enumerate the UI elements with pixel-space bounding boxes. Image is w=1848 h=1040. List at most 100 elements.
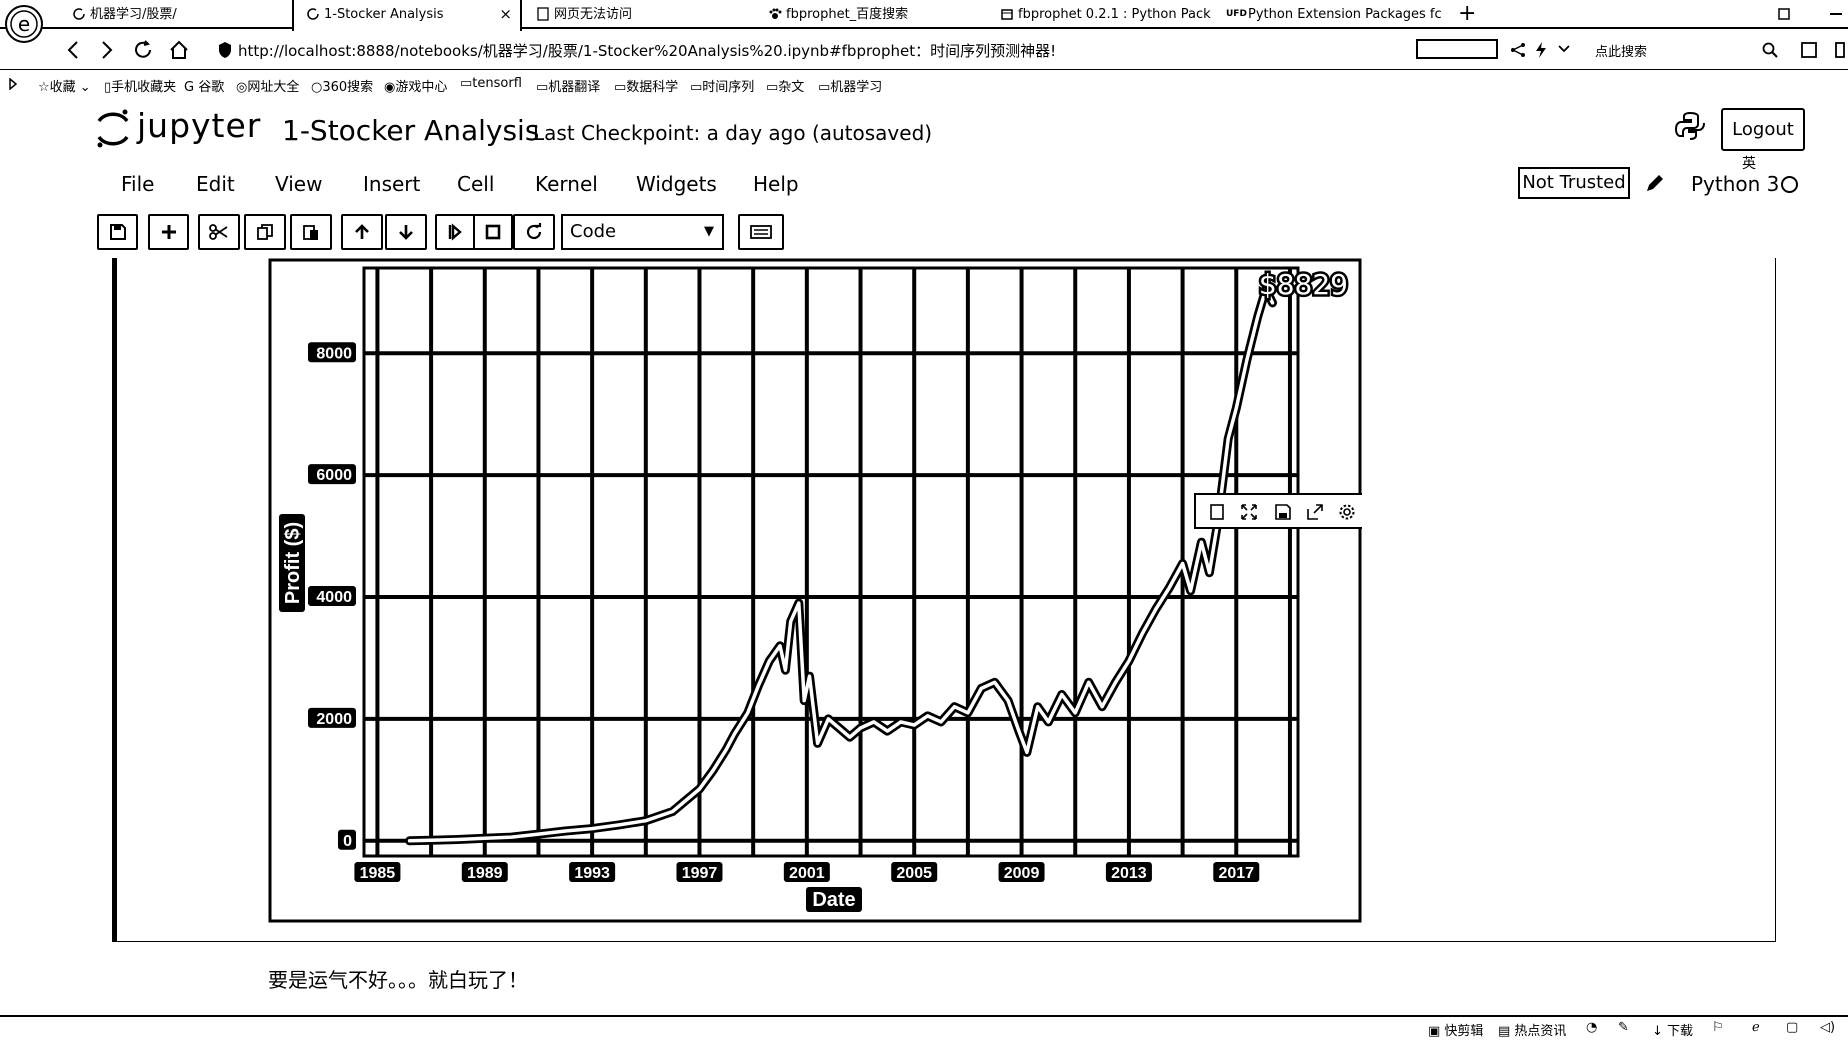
cell-type-select[interactable]: Code ▼	[561, 214, 724, 250]
minimize-icon[interactable]	[1830, 13, 1842, 15]
folder-icon: ▭	[766, 80, 779, 95]
search-box[interactable]: 点此搜索	[1595, 45, 1648, 60]
arrow-up-icon	[355, 224, 369, 239]
tab-ml-stocks[interactable]: 机器学习/股票/	[60, 0, 290, 29]
tab-python-extension-packages[interactable]: UFD Python Extension Packages fc	[1220, 0, 1450, 29]
menu-cell[interactable]: Cell	[457, 172, 495, 196]
bookmark-360[interactable]: ○360搜索	[311, 80, 374, 95]
x-tick-label: 2009	[1004, 865, 1040, 882]
close-tab-icon[interactable]: ×	[499, 5, 512, 23]
save-button[interactable]	[97, 214, 138, 250]
x-tick-label: 2001	[789, 865, 825, 882]
logout-button[interactable]: Logout	[1721, 108, 1805, 151]
interrupt-button[interactable]	[473, 214, 513, 250]
home-icon[interactable]	[168, 39, 190, 61]
quick-clip-button[interactable]: ▣ 快剪辑	[1428, 1024, 1484, 1039]
menu-insert[interactable]: Insert	[363, 172, 421, 196]
volume-icon[interactable]: ◁)	[1820, 1020, 1836, 1035]
cut-button[interactable]	[198, 214, 240, 250]
tab-page-unavailable[interactable]: 网页无法访问	[524, 0, 754, 29]
save-icon[interactable]	[1274, 503, 1292, 521]
paste-button[interactable]	[290, 214, 332, 250]
bookmark-mobile[interactable]: ▯手机收藏夹	[104, 80, 177, 95]
tab-fbprophet-baidu[interactable]: fbprophet_百度搜索	[756, 0, 986, 29]
folder-icon: ▭	[690, 80, 703, 95]
bookmark-tensorflow[interactable]: ▭tensorfl	[460, 76, 522, 91]
phone-icon: ▯	[104, 80, 112, 95]
news-icon: ▤	[1498, 1024, 1515, 1039]
search-icon[interactable]	[1762, 42, 1778, 58]
command-palette-button[interactable]	[738, 214, 784, 250]
bookmark-google[interactable]: G 谷歌	[184, 80, 225, 95]
extension-ime-icon[interactable]: 英	[1742, 156, 1756, 172]
restart-button[interactable]	[513, 214, 555, 250]
browser-logo-icon[interactable]: e	[4, 4, 44, 44]
restore-tab-icon[interactable]	[1776, 6, 1792, 22]
settings-icon[interactable]	[1338, 503, 1356, 521]
bookmark-games[interactable]: ◉游戏中心	[384, 80, 448, 95]
tab-stocker-analysis[interactable]: 1-Stocker Analysis ×	[292, 0, 522, 31]
expand-icon[interactable]	[8, 78, 18, 90]
lightning-icon[interactable]	[1534, 41, 1548, 59]
forward-icon[interactable]	[100, 40, 114, 60]
x-tick-label-bg	[676, 862, 723, 882]
menu-widgets[interactable]: Widgets	[636, 172, 717, 196]
new-tab-icon[interactable]: +	[1458, 1, 1477, 26]
back-icon[interactable]	[66, 40, 80, 60]
sidebar-toggle-icon[interactable]	[1834, 41, 1846, 59]
stop-icon	[485, 224, 501, 240]
copy-button[interactable]	[244, 214, 286, 250]
copy-icon	[257, 224, 273, 240]
folder-icon: ▭	[536, 80, 549, 95]
menu-file[interactable]: File	[121, 172, 155, 196]
y-tick-label: 8000	[316, 345, 352, 362]
address-tool-box[interactable]	[1416, 39, 1498, 59]
menu-kernel[interactable]: Kernel	[535, 172, 598, 196]
tab-fbprophet-pypi[interactable]: fbprophet 0.2.1 : Python Pack	[988, 0, 1218, 29]
loading-icon	[73, 8, 85, 20]
bookmark-ts[interactable]: ▭时间序列	[690, 80, 755, 95]
plot-area	[362, 266, 1300, 858]
chart-svg: 1985 1989 1993 1997 2001 2005 2009 2013 2017 0 200…	[268, 258, 1362, 923]
bookmark-hao123[interactable]: ◎网址大全	[236, 80, 300, 95]
edit-in-chart-studio-icon[interactable]	[1306, 503, 1324, 521]
restart-icon	[526, 223, 542, 240]
menu-help[interactable]: Help	[753, 172, 799, 196]
x-tick-label-bg	[1213, 862, 1260, 882]
move-up-button[interactable]	[341, 214, 383, 250]
autoscale-icon[interactable]	[1240, 503, 1258, 521]
notebook-title[interactable]: 1-Stocker Analysis	[282, 114, 540, 147]
share-icon[interactable]	[1510, 42, 1526, 58]
window-icon[interactable]	[1800, 41, 1818, 59]
pencil-icon[interactable]	[1644, 172, 1666, 194]
window-icon[interactable]: ▢	[1786, 1020, 1799, 1035]
insert-cell-button[interactable]	[148, 214, 189, 250]
ie-icon[interactable]: ℯ	[1752, 1020, 1760, 1035]
refresh-icon[interactable]	[132, 39, 154, 61]
bookmark-ds[interactable]: ▭数据科学	[614, 80, 679, 95]
plot-modebar	[1194, 493, 1362, 529]
menu-view[interactable]: View	[275, 172, 323, 196]
code-cell[interactable]	[112, 258, 1776, 942]
move-down-button[interactable]	[385, 214, 427, 250]
not-trusted-button[interactable]: Not Trusted	[1518, 167, 1630, 199]
bookmark-favorites[interactable]: ☆收藏 ⌄	[38, 80, 91, 95]
bookmark-mt[interactable]: ▭机器翻译	[536, 80, 601, 95]
flag-icon[interactable]: ⚐	[1712, 1020, 1724, 1035]
url-field[interactable]: http://localhost:8888/notebooks/机器学习/股票/…	[238, 42, 1057, 60]
profit-chart[interactable]: 1985 1989 1993 1997 2001 2005 2009 2013 2017 0 200…	[268, 258, 1362, 923]
menu-edit[interactable]: Edit	[196, 172, 235, 196]
bookmark-misc[interactable]: ▭杂文	[766, 80, 805, 95]
speed-icon[interactable]: ◔	[1586, 1020, 1598, 1035]
jupyter-logo[interactable]: jupyter	[95, 106, 265, 150]
hot-news-button[interactable]: ▤ 热点资讯	[1498, 1024, 1567, 1039]
package-icon	[1001, 9, 1013, 20]
x-tick-label-bg	[569, 862, 616, 882]
chevron-down-icon[interactable]	[1558, 44, 1570, 54]
pin-icon[interactable]: ✎	[1618, 1020, 1629, 1035]
shield-icon[interactable]	[218, 41, 232, 59]
bookmark-ml[interactable]: ▭机器学习	[818, 80, 883, 95]
download-plot-icon[interactable]	[1208, 503, 1226, 521]
download-button[interactable]: ↓ 下载	[1652, 1024, 1694, 1039]
run-button[interactable]	[435, 214, 475, 250]
